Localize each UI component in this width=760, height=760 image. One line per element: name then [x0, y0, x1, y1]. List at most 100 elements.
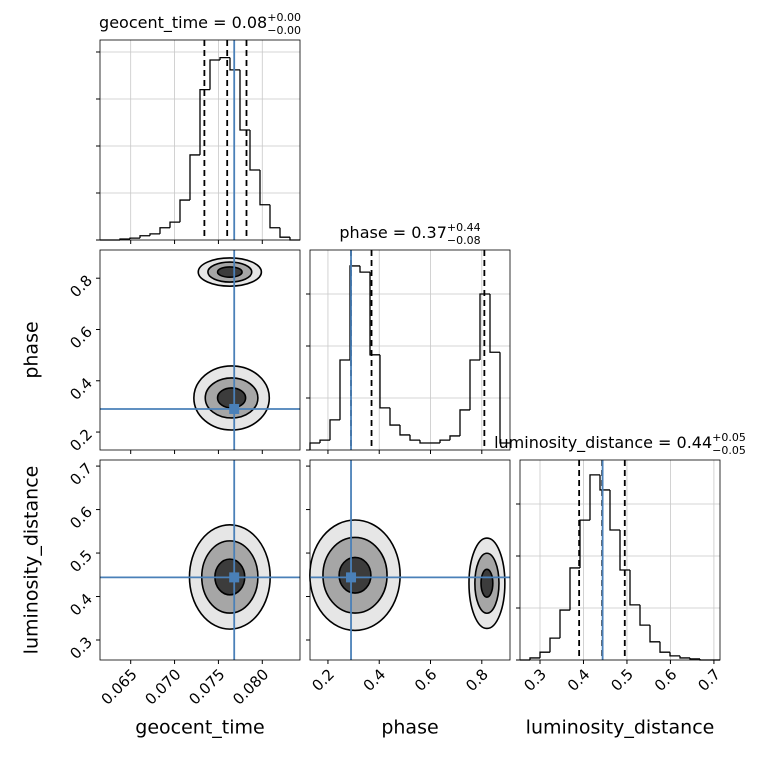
y-axis-label: phase: [21, 321, 43, 378]
histogram-bin: [679, 655, 690, 659]
x-tick-label: 0.5: [607, 665, 637, 695]
x-tick-label: 0.4: [360, 665, 390, 695]
histogram-bin: [259, 169, 270, 206]
y-tick-label: 0.6: [66, 323, 96, 353]
histogram-bin: [149, 233, 160, 236]
histogram-bin: [399, 425, 410, 436]
title-text: phase = 0.37: [339, 223, 446, 242]
histogram-bin: [589, 474, 600, 521]
histogram-bin: [609, 489, 620, 531]
title-plus: +0.05: [712, 431, 746, 444]
histogram-bin: [279, 227, 290, 238]
x-axis-label: luminosity_distance: [526, 717, 715, 739]
histogram-bin: [569, 567, 580, 611]
y-tick-label: 0.4: [66, 374, 96, 404]
histogram-bin: [549, 637, 560, 653]
histogram-bin: [639, 604, 650, 626]
histogram-bin: [349, 265, 360, 361]
histogram-bin: [379, 354, 390, 409]
x-tick-label: 0.3: [520, 665, 550, 695]
histogram-bin: [489, 293, 500, 353]
x-tick-label: 0.065: [98, 665, 141, 708]
panel-title: phase = 0.37+0.44 −0.08: [339, 221, 480, 247]
truth-point: [346, 572, 357, 583]
x-tick-label: 0.6: [411, 665, 441, 695]
histogram-bin: [659, 641, 670, 653]
histogram-bin: [269, 204, 280, 229]
x-tick-label: 0.7: [694, 665, 724, 695]
histogram-bin: [189, 154, 200, 201]
truth-point: [229, 403, 240, 414]
histogram-bin: [249, 130, 260, 171]
histogram-bin: [559, 609, 570, 639]
truth-point: [229, 572, 240, 583]
x-tick-label: 0.070: [141, 665, 184, 708]
histogram-bin: [499, 352, 510, 444]
histogram-bin: [689, 657, 700, 660]
histogram-bin: [449, 435, 460, 441]
histogram-bin: [539, 651, 550, 658]
histogram-bin: [599, 474, 610, 491]
x-axis-label: geocent_time: [135, 717, 264, 739]
title-plus: +0.00: [267, 11, 301, 24]
histogram-bin: [159, 227, 170, 234]
histogram-bin: [199, 88, 210, 155]
histogram-bin: [179, 199, 190, 223]
histogram-bin: [319, 439, 330, 443]
panel-title: geocent_time = 0.08+0.00 −0.00: [99, 11, 301, 37]
y-tick-label: 0.2: [66, 425, 96, 455]
y-tick-label: 0.7: [66, 459, 96, 489]
x-axis-label: phase: [381, 717, 438, 739]
histogram-bin: [329, 419, 340, 441]
histogram-bin: [139, 235, 150, 239]
x-tick-label: 0.4: [564, 665, 594, 695]
x-tick-label: 0.2: [308, 665, 338, 695]
histogram-bin: [229, 57, 240, 71]
panel-frame: [309, 459, 511, 661]
y-tick-label: 0.5: [66, 546, 96, 576]
contour: [480, 568, 494, 598]
panel-title: luminosity_distance = 0.44+0.05 −0.05: [494, 431, 746, 457]
histogram-bin: [479, 293, 490, 361]
title-text: luminosity_distance = 0.44: [494, 433, 712, 453]
panel-frame: [99, 459, 301, 661]
histogram-bin: [219, 56, 230, 60]
panel-frame: [519, 459, 721, 661]
x-tick-label: 0.6: [651, 665, 681, 695]
histogram-bin: [629, 570, 640, 606]
x-tick-label: 0.075: [185, 665, 228, 708]
y-axis-label: luminosity_distance: [21, 466, 43, 655]
histogram-bin: [619, 529, 630, 571]
histogram-bin: [529, 657, 540, 660]
title-plus: +0.44: [447, 221, 481, 234]
histogram-bin: [169, 221, 180, 228]
title-minus: −0.00: [267, 24, 301, 37]
x-tick-label: 0.080: [229, 665, 272, 708]
histogram-bin: [289, 237, 300, 241]
histogram-bin: [129, 237, 140, 240]
histogram-bin: [469, 359, 480, 410]
title-minus: −0.05: [712, 444, 746, 457]
y-tick-label: 0.4: [66, 590, 96, 620]
histogram-bin: [339, 359, 350, 420]
y-tick-label: 0.6: [66, 503, 96, 533]
histogram-bin: [459, 409, 470, 436]
title-text: geocent_time = 0.08: [99, 13, 267, 33]
panel-frame: [99, 249, 301, 451]
histogram-bin: [369, 272, 380, 356]
histogram-bin: [419, 440, 430, 444]
histogram-bin: [579, 519, 590, 568]
histogram-bin: [649, 625, 660, 643]
histogram-bin: [309, 442, 320, 450]
histogram-bin: [439, 439, 450, 443]
histogram-bin: [409, 434, 420, 441]
contour: [216, 266, 243, 278]
histogram-bin: [669, 652, 680, 657]
histogram-bin: [209, 59, 220, 90]
histogram-bin: [389, 407, 400, 426]
histogram-bin: [239, 69, 250, 131]
histogram-bin: [359, 265, 370, 273]
title-minus: −0.08: [447, 234, 481, 247]
